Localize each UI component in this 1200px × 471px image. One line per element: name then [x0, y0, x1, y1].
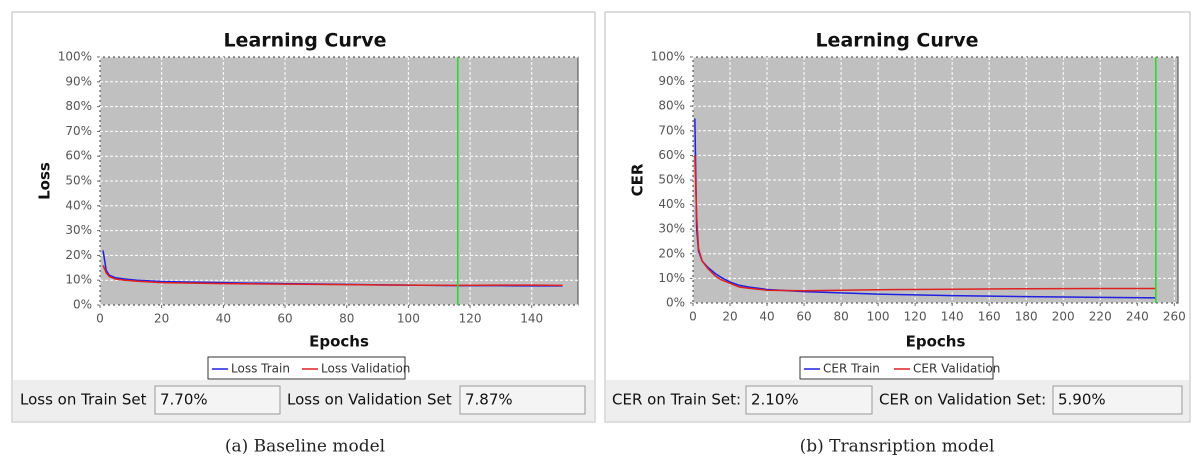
legend — [207, 356, 406, 380]
stat-label: CER on Validation Set: — [879, 391, 1046, 409]
y-tick-label: 70% — [658, 123, 685, 137]
legend-label: CER Validation — [913, 362, 1000, 376]
x-tick-label: 40 — [759, 310, 774, 324]
chart-title: Learning Curve — [815, 30, 978, 52]
y-tick-label: 0% — [666, 296, 685, 310]
x-tick-label: 40 — [216, 312, 231, 326]
x-tick-label: 180 — [1015, 310, 1038, 324]
legend-label: Loss Train — [231, 362, 290, 376]
stat-value: 2.10% — [751, 391, 799, 409]
series-line — [694, 155, 1156, 292]
stat-box — [459, 385, 586, 415]
x-tick-label: 20 — [722, 310, 737, 324]
caption: (a) Baseline model — [225, 437, 385, 457]
y-tick-label: 50% — [658, 173, 685, 187]
y-tick-label: 100% — [651, 50, 685, 64]
x-tick-label: 140 — [520, 312, 543, 326]
stat-value: 5.90% — [1058, 391, 1106, 409]
stat-value: 7.87% — [465, 391, 513, 409]
x-tick-label: 20 — [154, 312, 169, 326]
x-tick-label: 120 — [904, 310, 927, 324]
stat-label: Loss on Train Set — [20, 391, 147, 409]
x-tick-label: 80 — [833, 310, 848, 324]
y-axis-label: Loss — [36, 162, 54, 200]
stat-box — [1052, 385, 1183, 415]
y-tick-label: 20% — [658, 246, 685, 260]
caption: (b) Transription model — [800, 437, 995, 457]
y-tick-label: 50% — [65, 174, 92, 188]
y-tick-label: 30% — [65, 223, 92, 237]
x-tick-label: 100 — [867, 310, 890, 324]
x-tick-label: 60 — [277, 312, 292, 326]
y-tick-label: 90% — [658, 74, 685, 88]
stat-label: CER on Train Set: — [612, 391, 741, 409]
x-axis-label: Epochs — [309, 333, 369, 351]
plot-area — [99, 56, 579, 306]
x-axis-label: Epochs — [906, 333, 966, 351]
legend-label: CER Train — [823, 362, 880, 376]
stat-box — [745, 385, 873, 415]
x-tick-label: 160 — [978, 310, 1001, 324]
x-tick-label: 60 — [796, 310, 811, 324]
x-tick-label: 80 — [339, 312, 354, 326]
y-tick-label: 60% — [65, 149, 92, 163]
x-tick-label: 120 — [459, 312, 482, 326]
x-tick-label: 0 — [96, 312, 104, 326]
series-line — [102, 265, 563, 287]
y-axis-label: CER — [629, 163, 647, 196]
stat-label: Loss on Validation Set — [287, 391, 452, 409]
y-tick-label: 30% — [658, 222, 685, 236]
y-tick-label: 80% — [658, 99, 685, 113]
x-tick-label: 100 — [397, 312, 420, 326]
y-tick-label: 70% — [65, 124, 92, 138]
x-tick-label: 140 — [941, 310, 964, 324]
stat-value: 7.70% — [160, 391, 208, 409]
y-tick-label: 90% — [65, 74, 92, 88]
y-tick-label: 0% — [73, 298, 92, 312]
x-tick-label: 240 — [1126, 310, 1149, 324]
stat-box — [154, 385, 281, 415]
y-tick-label: 100% — [58, 50, 92, 64]
y-tick-label: 60% — [658, 148, 685, 162]
x-tick-label: 220 — [1089, 310, 1112, 324]
legend-label: Loss Validation — [321, 362, 410, 376]
y-tick-label: 20% — [65, 248, 92, 262]
y-tick-label: 40% — [658, 197, 685, 211]
x-tick-label: 0 — [689, 310, 697, 324]
y-tick-label: 10% — [658, 271, 685, 285]
y-tick-label: 10% — [65, 273, 92, 287]
legend — [799, 356, 994, 380]
y-tick-label: 40% — [65, 198, 92, 212]
chart-title: Learning Curve — [223, 30, 386, 52]
y-tick-label: 80% — [65, 99, 92, 113]
x-tick-label: 260 — [1163, 310, 1186, 324]
x-tick-label: 200 — [1052, 310, 1075, 324]
